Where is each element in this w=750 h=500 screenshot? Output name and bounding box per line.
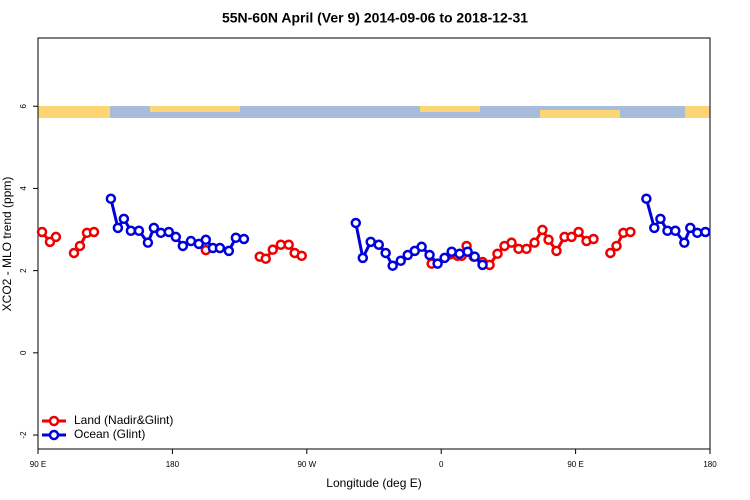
point: [641, 193, 652, 204]
point: [700, 226, 711, 238]
point: [462, 246, 473, 257]
point: [432, 258, 443, 269]
y-tick-label: -2: [19, 431, 28, 439]
plot-frame: [37, 37, 711, 450]
point: [605, 247, 616, 259]
point: [283, 239, 294, 250]
point: [492, 248, 503, 260]
point: [454, 248, 465, 260]
point: [105, 193, 117, 204]
point: [685, 222, 696, 234]
point: [611, 240, 622, 252]
point: [477, 259, 488, 271]
land-patch: [540, 110, 620, 118]
point: [177, 240, 189, 252]
legend-marker: [48, 429, 60, 441]
point: [214, 242, 226, 254]
point: [260, 253, 271, 264]
legend-label: Ocean (Glint): [74, 427, 145, 441]
point: [170, 231, 182, 243]
point: [142, 237, 154, 248]
point: [655, 213, 666, 225]
point: [439, 252, 450, 264]
point: [373, 239, 385, 250]
point: [125, 225, 137, 237]
x-tick-label: 180: [703, 460, 717, 469]
y-tick-label: 4: [19, 186, 28, 191]
point: [649, 222, 660, 234]
point: [670, 225, 681, 237]
chart-title: 55N-60N April (Ver 9) 2014-09-06 to 2018…: [222, 10, 528, 26]
point: [543, 234, 554, 246]
point: [223, 245, 235, 257]
point: [380, 247, 391, 259]
point: [529, 237, 540, 248]
point: [469, 251, 480, 262]
ocean-patch: [150, 112, 240, 118]
x-axis-title: Longitude (deg E): [326, 476, 421, 490]
point: [424, 249, 435, 261]
x-tick-label: 90 W: [297, 460, 316, 469]
point: [357, 252, 369, 264]
x-tick-label: 180: [166, 460, 180, 469]
point: [118, 213, 130, 225]
point: [521, 243, 532, 255]
y-axis-title: XCO2 - MLO trend (ppm): [0, 177, 14, 312]
point: [133, 225, 145, 237]
point: [395, 255, 406, 267]
ocean-patch: [650, 106, 685, 118]
y-tick-label: 6: [19, 103, 28, 108]
point: [112, 222, 124, 234]
point: [267, 244, 279, 255]
point: [566, 231, 577, 243]
point: [679, 237, 690, 248]
point: [416, 241, 427, 253]
x-tick-label: 90 E: [30, 460, 46, 469]
x-tick-label: 0: [439, 460, 444, 469]
land-ocean-strip: [38, 106, 710, 118]
point: [74, 240, 86, 252]
point: [296, 250, 307, 262]
point: [387, 260, 398, 271]
land-patch: [420, 106, 480, 112]
x-tick-label: 90 E: [567, 460, 583, 469]
y-tick-label: 0: [19, 350, 28, 355]
point: [88, 226, 100, 238]
point: [230, 232, 242, 243]
point: [163, 226, 175, 238]
point: [573, 226, 584, 238]
point: [365, 236, 376, 248]
point: [588, 233, 599, 245]
point: [692, 227, 703, 239]
point: [551, 245, 562, 257]
y-tick-label: 2: [19, 268, 28, 273]
point: [625, 226, 636, 238]
point: [50, 231, 62, 243]
point: [506, 237, 517, 248]
point: [200, 234, 212, 246]
point: [537, 224, 548, 236]
legend-marker: [48, 415, 60, 427]
point: [68, 247, 80, 259]
point: [36, 226, 48, 238]
point: [148, 222, 160, 234]
point: [238, 233, 250, 245]
ocean-patch: [110, 106, 150, 118]
legend-label: Land (Nadir&Glint): [74, 413, 173, 427]
point: [350, 217, 362, 229]
